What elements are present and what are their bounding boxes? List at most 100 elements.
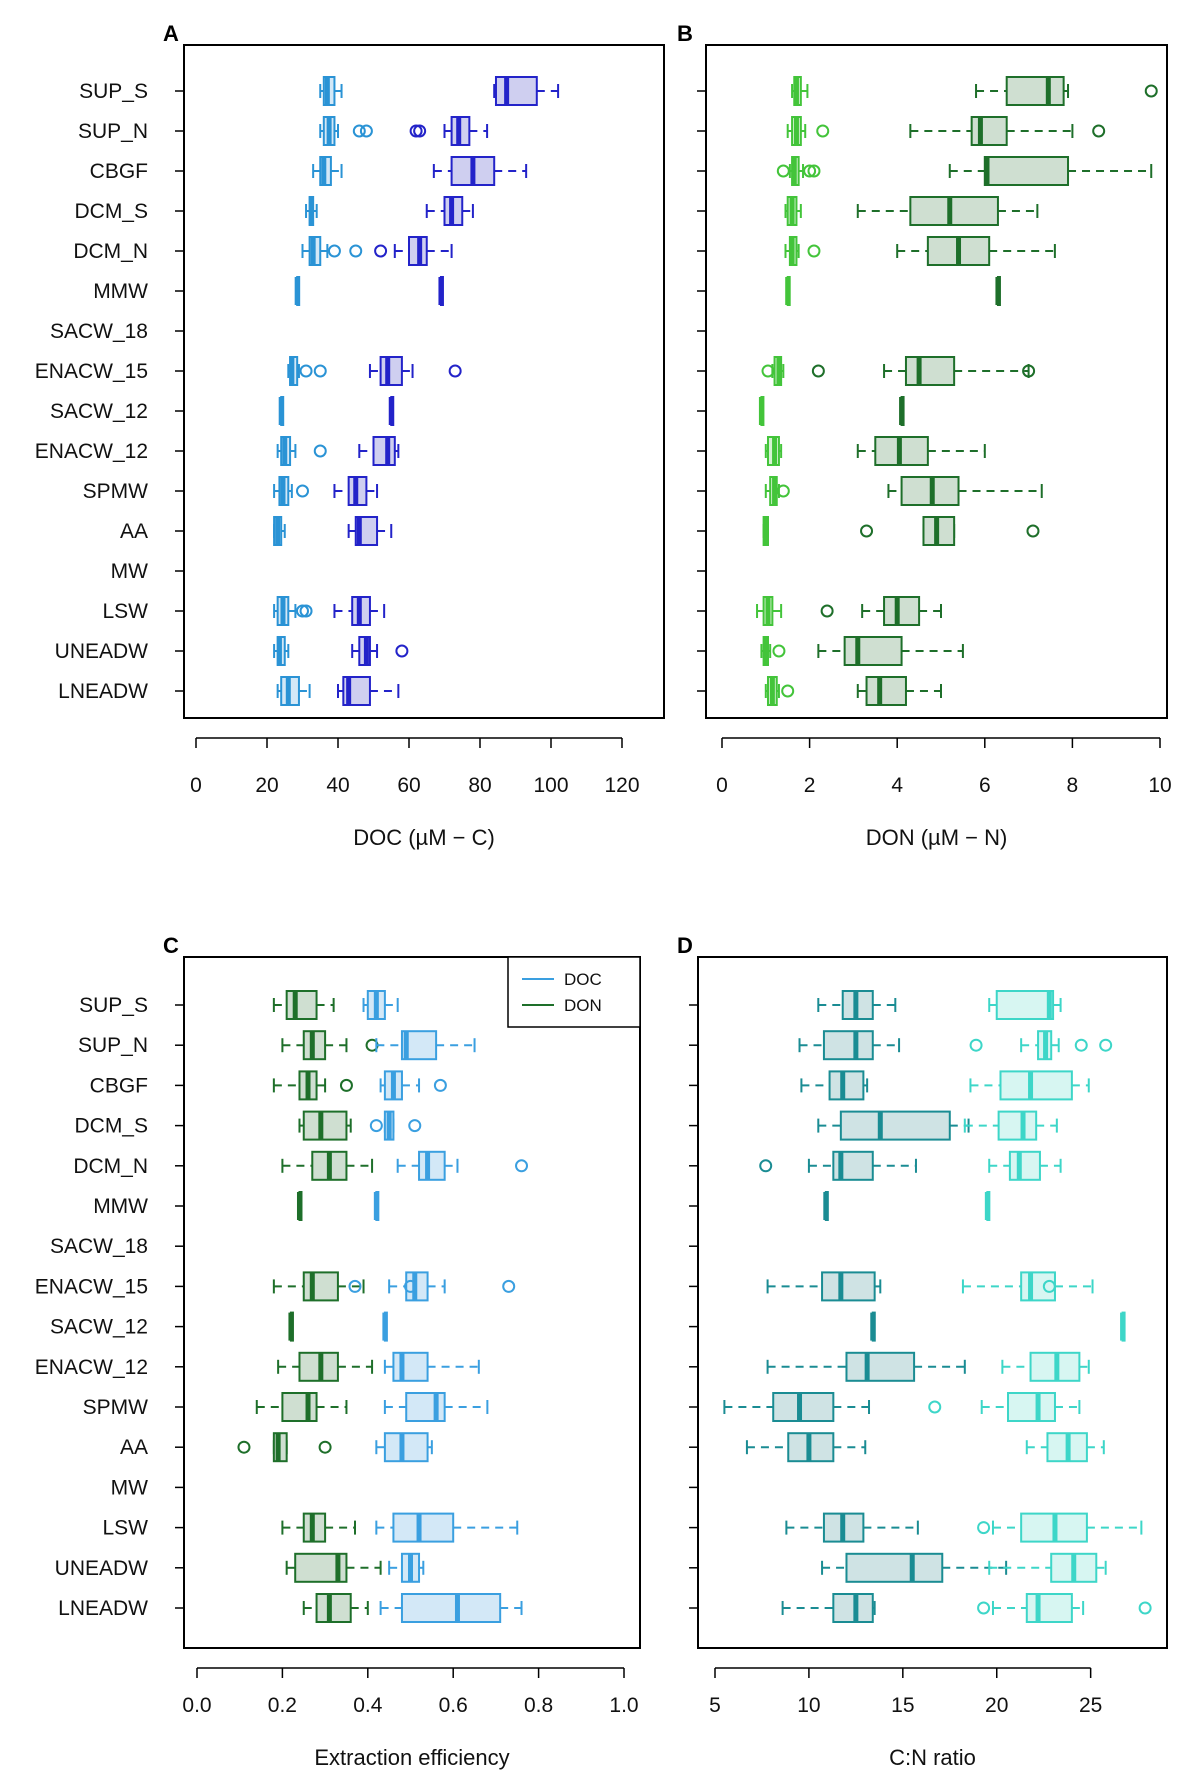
box-enacw_12 (1001, 1351, 1090, 1382)
box-cbgf (312, 156, 343, 186)
box-lneadw (276, 676, 311, 706)
box-mmw (373, 1191, 380, 1221)
category-label: ENACW_15 (35, 360, 148, 383)
box-enacw_12 (856, 436, 986, 466)
category-label: CBGF (90, 1074, 148, 1097)
box-iqr (1008, 1150, 1041, 1181)
category-label: AA (120, 520, 148, 543)
x-tick-label: 1.0 (609, 1694, 638, 1717)
box-dcm_n (988, 1150, 1062, 1181)
box-enacw_15 (368, 356, 462, 386)
box-iqr (1005, 76, 1065, 106)
outlier-point (772, 644, 786, 658)
x-tick-label: 120 (604, 774, 639, 797)
x-axis-title: Extraction efficiency (314, 1745, 509, 1770)
outlier-point (803, 164, 817, 178)
legend-label: DOC (564, 970, 602, 989)
box-iqr (302, 1271, 339, 1302)
outlier-point (1042, 1279, 1056, 1293)
box-dcm_s (298, 1110, 352, 1141)
category-label: MMW (93, 1195, 148, 1218)
box-sup_n (969, 1030, 1113, 1061)
x-tick-label: 4 (891, 774, 903, 797)
box-iqr (883, 596, 921, 626)
box-enacw_15 (761, 356, 785, 386)
box-enacw_15 (766, 1271, 882, 1302)
box-iqr (418, 1150, 446, 1181)
box-sup_n (786, 116, 830, 146)
series-doc (348, 990, 529, 1623)
category-label: SPMW (83, 1396, 149, 1419)
box-sup_s (817, 990, 897, 1020)
x-tick-label: 10 (797, 1694, 820, 1717)
box-iqr (839, 1110, 951, 1141)
outlier-point (977, 1521, 991, 1535)
box-mmw (823, 1191, 829, 1221)
outlier-point (299, 364, 313, 378)
outlier-point (433, 1078, 447, 1092)
outlier-point (776, 164, 790, 178)
box-lsw (785, 1512, 919, 1543)
outlier-point (374, 244, 388, 258)
series-set1 (756, 76, 830, 706)
category-label: ENACW_15 (35, 1275, 148, 1298)
category-label: SACW_18 (50, 320, 148, 343)
box-iqr (383, 1432, 429, 1463)
box-sup_s (493, 76, 560, 106)
box-spmw (333, 476, 379, 506)
outlier-point (404, 1279, 417, 1293)
box-iqr (999, 1070, 1073, 1101)
box-lneadw (856, 676, 942, 706)
box-lsw (273, 596, 313, 626)
box-spmw (255, 1392, 348, 1422)
category-label: UNEADW (55, 640, 149, 663)
x-axis-title: DOC (µM − C) (353, 825, 495, 850)
x-tick-label: 5 (709, 1694, 721, 1717)
box-uneadw (351, 636, 409, 666)
x-tick-label: 20 (255, 774, 278, 797)
box-spmw (383, 1392, 489, 1422)
category-label: LSW (102, 1517, 148, 1540)
box-lneadw (379, 1593, 523, 1623)
box-iqr (995, 990, 1055, 1020)
box-enacw_15 (961, 1271, 1094, 1302)
box-lsw (281, 1512, 356, 1543)
box-uneadw (988, 1552, 1107, 1583)
category-label: DCM_S (74, 1115, 148, 1138)
box-sup_n (319, 116, 373, 146)
outlier-point (781, 684, 795, 698)
box-sup_n (798, 1030, 901, 1061)
box-sup_n (909, 116, 1106, 146)
category-label: LNEADW (58, 1597, 148, 1620)
box-cbgf (969, 1070, 1090, 1101)
box-lsw (820, 596, 942, 626)
box-enacw_12 (358, 436, 400, 466)
box-dcm_n (759, 1150, 917, 1181)
legend: DOC DON (507, 956, 641, 1028)
outlier-point (1022, 364, 1036, 378)
box-dcm_s (856, 196, 1039, 226)
outlier-point (515, 1159, 529, 1173)
box-dcm_n (374, 236, 453, 266)
outlier-point (237, 1440, 251, 1454)
box-sacw_12 (388, 396, 395, 426)
outlier-point (969, 1038, 983, 1052)
box-iqr (909, 196, 999, 226)
box-iqr (821, 1271, 876, 1302)
outlier-point (327, 244, 341, 258)
x-tick-label: 80 (468, 774, 491, 797)
box-aa (347, 516, 393, 546)
box-dcm_s (305, 196, 318, 226)
box-iqr (392, 1351, 429, 1382)
outlier-point (1144, 84, 1158, 98)
outlier-point (299, 604, 313, 618)
box-sacw_12 (758, 396, 765, 426)
box-enacw_12 (276, 436, 327, 466)
box-enacw_12 (277, 1351, 374, 1382)
legend-label: DON (564, 996, 602, 1015)
panel-letter: C (163, 933, 179, 958)
box-lneadw (302, 1593, 369, 1623)
category-label: MMW (93, 280, 148, 303)
box-aa (237, 1432, 332, 1463)
